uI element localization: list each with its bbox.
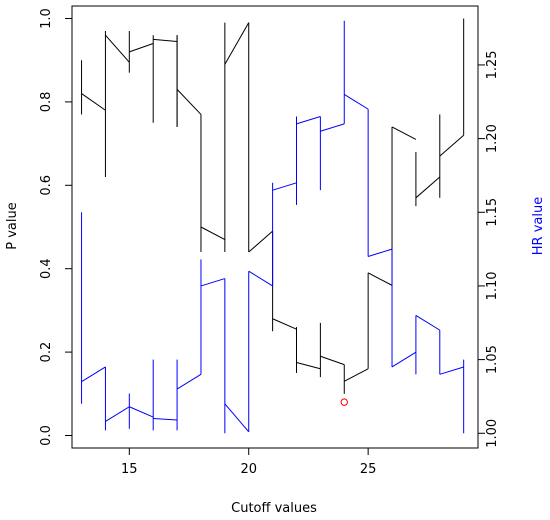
p-value-step-segment (391, 126, 417, 140)
hr-value-step-segment (367, 248, 393, 257)
p-value-step-segment (344, 368, 369, 382)
hr-value-step-segment (105, 406, 130, 422)
p-value-step-segment (105, 34, 130, 63)
p-value-step-segment (320, 355, 345, 366)
hr-value-step-segment (224, 403, 250, 433)
hr-value-step-segment (296, 116, 321, 125)
p-value-step-segment (415, 176, 441, 199)
hr-value-step-segment (153, 418, 178, 421)
hr-value-step-segment (176, 373, 202, 390)
p-value-step-segment (81, 93, 106, 111)
highlight-marker (340, 398, 348, 406)
x-tick-label: 20 (240, 462, 257, 477)
hr-value-step-segment (248, 270, 273, 287)
hr-value-step-segment (200, 278, 225, 287)
y-right-tick-label: 1.20 (485, 124, 500, 153)
p-value-step-segment (439, 134, 464, 157)
x-axis: 15 20 25 (121, 447, 377, 477)
y-axis-left-label: P value (5, 202, 20, 249)
x-tick-label: 25 (360, 462, 377, 477)
p-value-step-segment (248, 230, 273, 253)
hr-value-step-segment (391, 351, 417, 368)
hr-value-step-segment (415, 314, 441, 331)
p-value-step-segment (272, 318, 297, 330)
p-value-series (81, 18, 465, 394)
y-left-tick-label: 0.6 (39, 175, 54, 196)
hr-value-step-segment (439, 366, 464, 375)
y-axis-right-label: HR value (531, 197, 546, 255)
y-left-tick-label: 0.2 (39, 342, 54, 363)
hr-value-step-segment (343, 93, 369, 110)
p-value-step-segment (224, 22, 250, 65)
p-value-step-segment (200, 226, 226, 240)
highlight-marker-group (340, 398, 348, 406)
y-left-tick-label: 0.0 (39, 425, 54, 446)
y-left-tick-label: 0.8 (39, 92, 54, 113)
hr-value-step-segment (272, 182, 297, 191)
p-value-step-segment (296, 362, 321, 370)
y-left-tick-label: 0.4 (39, 258, 54, 279)
hr-value-step-segment (129, 406, 154, 418)
x-tick-label: 15 (121, 462, 138, 477)
p-value-step-segment (176, 89, 202, 115)
y-right-tick-label: 1.00 (485, 419, 500, 448)
x-axis-label: Cutoff values (231, 501, 317, 516)
y-right-tick-label: 1.05 (485, 345, 500, 374)
hr-value-series (81, 20, 465, 434)
p-value-step-segment (367, 272, 393, 286)
y-right-tick-label: 1.10 (485, 271, 500, 300)
hr-value-step-segment (81, 366, 106, 383)
hr-value-step-segment (320, 123, 345, 132)
p-value-step-segment (129, 43, 154, 53)
y-right-tick-label: 1.15 (485, 198, 500, 227)
y-left-tick-label: 1.0 (39, 8, 54, 29)
p-value-step-segment (153, 38, 178, 42)
y-axis-left: 0.0 0.2 0.4 0.6 0.8 1.0 (39, 8, 72, 446)
y-right-tick-label: 1.25 (485, 50, 500, 79)
y-axis-right: 1.00 1.05 1.10 1.15 1.20 1.25 (478, 50, 500, 448)
